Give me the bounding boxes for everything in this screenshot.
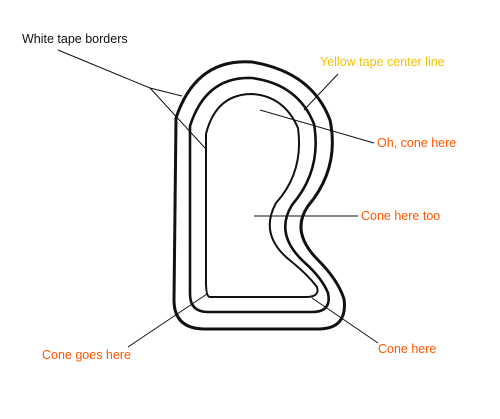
yellow-tape-center-line	[188, 76, 330, 314]
outer-white-tape-border	[172, 60, 346, 331]
label-yellow-tape-center-line: Yellow tape center line	[320, 55, 445, 69]
label-cone-here-too: Cone here too	[361, 209, 441, 223]
inner-white-tape-border	[205, 93, 319, 298]
label-cone-goes-here: Cone goes here	[42, 348, 131, 362]
label-white-tape-borders: White tape borders	[22, 32, 128, 46]
leader-white-tape-borders-inner	[149, 87, 206, 149]
leader-white-tape-borders	[57, 49, 183, 97]
leader-cone-goes-here	[127, 293, 208, 348]
leader-cone-here	[311, 297, 379, 344]
leader-yellow-center-line	[303, 73, 339, 111]
label-oh-cone-here: Oh, cone here	[377, 136, 457, 150]
label-cone-here: Cone here	[378, 342, 437, 356]
leader-oh-cone-here	[259, 109, 375, 144]
